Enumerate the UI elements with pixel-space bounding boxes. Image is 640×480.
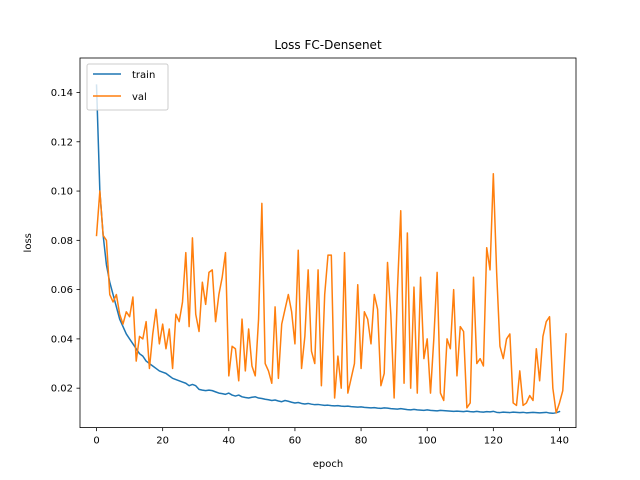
y-tick-label: 0.08: [51, 236, 73, 247]
x-tick-label: 140: [550, 436, 569, 447]
legend-val-label: val: [132, 92, 147, 103]
series-line-val: [95, 173, 567, 414]
plot-area: [80, 58, 576, 428]
y-tick-label: 0.06: [51, 285, 73, 296]
series-line-train: [95, 84, 561, 415]
x-tick-label: 80: [355, 436, 368, 447]
chart-title: Loss FC-Densenet: [274, 38, 382, 52]
y-tick-label: 0.12: [51, 137, 73, 148]
x-tick-label: 120: [484, 436, 503, 447]
y-tick-label: 0.14: [51, 88, 73, 99]
x-tick-label: 60: [289, 436, 302, 447]
x-tick-label: 100: [418, 436, 437, 447]
y-axis: 0.02 0.04 0.06 0.08 0.10 0.12 0.14: [51, 88, 80, 395]
legend-train-label: train: [132, 70, 155, 81]
series-layer: [95, 84, 567, 415]
x-axis: 0 20 40 60 80 100 120 140: [93, 427, 569, 447]
x-tick-label: 0: [93, 436, 99, 447]
legend-box: [86, 63, 169, 111]
legend: train val: [86, 63, 169, 111]
y-tick-label: 0.04: [51, 334, 73, 345]
y-tick-label: 0.02: [51, 384, 73, 395]
x-tick-label: 40: [222, 436, 235, 447]
y-tick-label: 0.10: [51, 187, 73, 198]
x-axis-label: epoch: [313, 459, 343, 470]
y-axis-label: loss: [23, 233, 34, 252]
plot-frame: [79, 57, 577, 429]
x-tick-label: 20: [156, 436, 169, 447]
